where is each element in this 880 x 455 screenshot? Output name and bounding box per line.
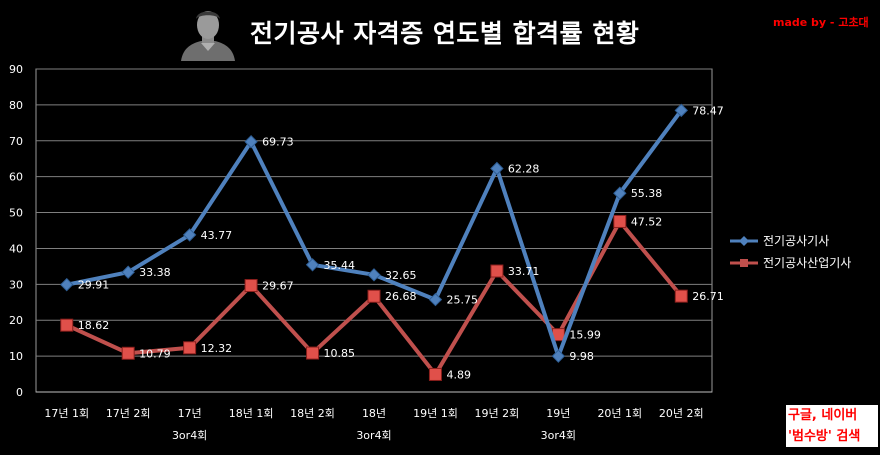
data-label: 47.52 (631, 215, 663, 228)
y-tick-label: 0 (16, 386, 23, 399)
data-label: 29.67 (262, 280, 294, 293)
search-promo-box: 구글, 네이버 '범수방' 검색 (786, 405, 878, 447)
data-point-square (60, 318, 74, 332)
data-label: 25.75 (446, 294, 478, 307)
x-tick-label: 18년 1회 (229, 407, 274, 420)
data-point-diamond (490, 161, 504, 176)
x-tick-label: 18년 (362, 407, 386, 420)
x-tick-label: 20년 2회 (659, 407, 704, 420)
y-tick-label: 20 (9, 314, 23, 327)
y-tick-label: 80 (9, 99, 23, 112)
data-label: 29.91 (78, 279, 110, 292)
promo-line: 구글, 네이버 (788, 408, 858, 423)
data-point-diamond (428, 292, 443, 307)
x-tick-label: 19년 (546, 407, 570, 420)
data-label: 10.85 (324, 347, 356, 360)
x-tick-label: 19년 2회 (475, 407, 520, 420)
x-tick-label: 3or4회 (356, 429, 391, 442)
data-point-square (428, 367, 442, 381)
data-point-square (674, 289, 688, 303)
data-label: 62.28 (508, 162, 539, 175)
x-tick-label: 18년 2회 (290, 407, 335, 420)
data-point-square (244, 279, 258, 293)
y-tick-label: 70 (9, 135, 23, 148)
data-label: 33.38 (139, 266, 171, 279)
y-tick-label: 90 (9, 63, 23, 76)
y-tick-label: 50 (9, 207, 23, 220)
data-label: 26.68 (385, 290, 417, 303)
page-title: 전기공사 자격증 연도별 합격률 현황 (250, 19, 640, 48)
data-point-diamond (367, 268, 381, 282)
data-label: 18.62 (78, 319, 110, 332)
y-tick-label: 30 (9, 278, 23, 291)
x-tick-label: 17년 1회 (44, 407, 89, 420)
avatar (177, 5, 239, 65)
x-tick-label: 17년 (178, 407, 202, 420)
data-label: 15.99 (569, 329, 601, 342)
data-label: 4.89 (446, 368, 471, 381)
data-point-square (613, 214, 627, 228)
data-label: 69.73 (262, 136, 294, 149)
data-point-diamond (674, 103, 688, 118)
made-by-credit: made by - 고초대 (773, 16, 869, 29)
x-tick-label: 19년 1회 (413, 407, 458, 420)
data-label: 9.98 (569, 350, 594, 363)
data-label: 78.47 (692, 104, 724, 117)
data-point-diamond (121, 265, 135, 279)
x-tick-label: 3or4회 (541, 429, 576, 442)
legend-label: 전기공사산업기사 (763, 256, 852, 270)
data-label: 12.32 (201, 342, 233, 355)
x-tick-label: 3or4회 (172, 429, 207, 442)
legend-label: 전기공사기사 (763, 234, 830, 248)
data-point-square (183, 341, 197, 355)
x-tick-label: 17년 2회 (106, 407, 151, 420)
data-point-square (490, 264, 504, 278)
y-tick-label: 10 (9, 350, 23, 363)
x-tick-label: 20년 1회 (597, 407, 642, 420)
data-point-diamond (613, 186, 627, 200)
data-label: 55.38 (631, 187, 663, 200)
data-point-square (121, 346, 135, 360)
data-point-diamond (60, 277, 74, 292)
data-point-diamond (551, 349, 566, 363)
data-point-square (306, 346, 320, 360)
data-label: 43.77 (201, 229, 233, 242)
data-label: 32.65 (385, 269, 417, 282)
data-label: 10.79 (139, 347, 171, 360)
y-tick-label: 60 (9, 171, 23, 184)
data-point-diamond (182, 228, 197, 242)
promo-line: '범수방' 검색 (788, 429, 861, 444)
data-point-diamond (244, 135, 258, 149)
data-point-square (367, 289, 381, 303)
data-point-diamond (305, 258, 320, 272)
data-label: 33.71 (508, 265, 539, 278)
y-tick-label: 40 (9, 242, 23, 255)
data-label: 26.71 (692, 290, 724, 303)
data-label: 35.44 (324, 259, 356, 272)
plot-area (35, 68, 713, 393)
